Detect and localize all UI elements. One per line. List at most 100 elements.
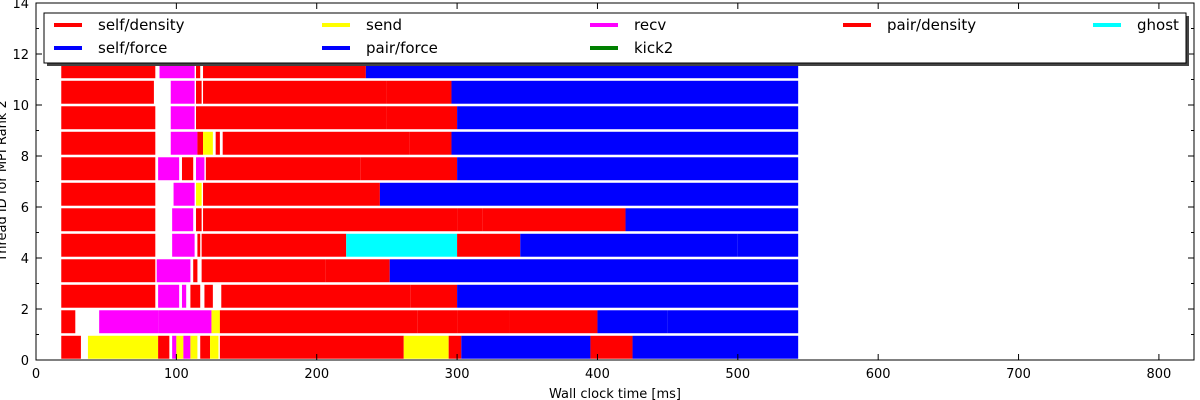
task-bar [170,106,195,130]
task-bar [667,310,799,334]
task-bar [448,335,462,359]
task-bar [61,233,156,257]
task-bar [156,259,191,283]
task-bar [219,310,418,334]
task-bar [61,259,156,283]
task-bar [482,208,626,232]
task-bar [196,80,202,104]
task-bar [158,335,170,359]
task-bar [203,208,458,232]
task-bar [219,335,404,359]
task-bar [203,182,380,206]
task-bar [170,80,195,104]
task-bar [197,131,204,155]
x-tick-label: 400 [585,367,610,382]
legend: self/density send recv pair/density ghost sel… [43,12,1189,66]
x-tick-label: 200 [304,367,329,382]
task-bar [210,335,219,359]
task-bar [203,131,213,155]
legend-label: self/force [98,39,167,57]
task-bar [172,208,194,232]
legend-label: pair/density [887,16,976,34]
ticks-layer: 0 100 200 300 400 500 600 700 800 0 2 4 6 8 10 12 14 [12,0,1194,382]
task-bar [360,157,458,181]
task-bar [203,80,387,104]
x-tick-label: 0 [32,367,40,382]
task-bar [417,310,458,334]
legend-label: recv [634,16,666,34]
legend-label: send [366,16,402,34]
task-bar [158,284,180,308]
task-bar [196,55,201,79]
task-bar [193,259,198,283]
x-tick-label: 100 [164,367,189,382]
task-bar [196,208,202,232]
task-bar [461,335,591,359]
legend-box [43,12,1187,64]
task-bar [386,106,458,130]
task-bar [451,131,799,155]
task-bar [457,157,799,181]
task-bar [190,284,201,308]
bars-layer [61,55,799,359]
task-bar [172,233,195,257]
task-bar [509,310,598,334]
task-bar [386,80,452,104]
y-tick-label: 4 [21,252,29,267]
task-bar [201,233,347,257]
task-bar [61,157,156,181]
legend-label: ghost [1137,16,1179,34]
x-tick-label: 600 [866,367,891,382]
legend-label: self/density [98,16,185,34]
task-bar [457,310,510,334]
task-bar [737,233,799,257]
task-bar [325,259,390,283]
task-bar [181,157,194,181]
task-bar [197,233,201,257]
task-bar [221,284,411,308]
task-bar [632,335,799,359]
task-bar [204,284,213,308]
task-bar [61,182,156,206]
task-bar [597,310,668,334]
task-bar [457,284,799,308]
x-tick-label: 700 [1006,367,1031,382]
task-bar [87,335,159,359]
task-bar [181,284,187,308]
task-bar [190,335,198,359]
task-bar [346,233,458,257]
task-bar [61,310,76,334]
y-tick-label: 10 [12,99,29,114]
legend-label: kick2 [634,39,673,57]
x-tick-label: 500 [725,367,750,382]
task-bar [176,335,184,359]
task-bar [205,157,361,181]
y-tick-label: 2 [21,303,29,318]
task-bar [625,208,799,232]
task-bar [61,106,156,130]
x-axis-label: Wall clock time [ms] [549,387,681,400]
y-tick-label: 0 [21,354,29,369]
legend-label: pair/force [366,39,438,57]
y-tick-label: 8 [21,150,29,165]
y-axis-label: Thread ID for MPI Rank 2 [0,100,10,262]
task-bar [61,80,154,104]
y-tick-label: 6 [21,201,29,216]
task-bar [170,131,198,155]
task-bar [211,310,220,334]
task-bar [457,208,483,232]
task-bar [520,233,738,257]
task-bar [403,335,449,359]
task-bar [158,310,212,334]
task-bar [158,157,180,181]
x-tick-label: 300 [445,367,470,382]
task-bar [457,233,521,257]
task-bar [410,284,458,308]
task-bar [409,131,452,155]
task-bar [99,310,159,334]
task-bar [196,157,205,181]
task-bar [61,131,156,155]
task-bar [172,335,177,359]
task-bar [196,106,387,130]
